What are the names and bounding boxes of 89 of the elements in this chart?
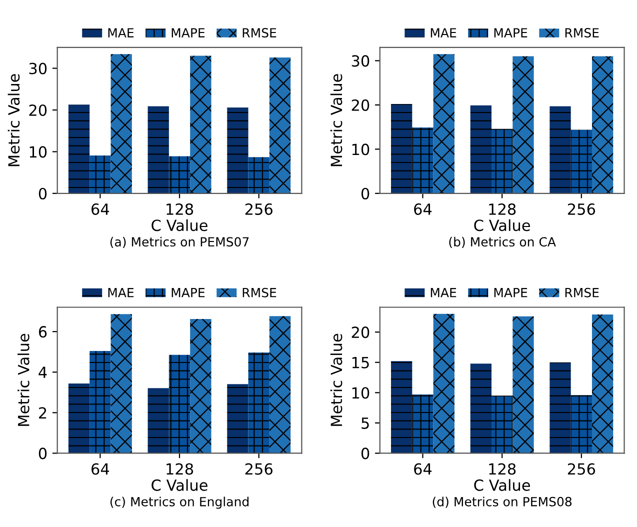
- bar: [148, 388, 169, 454]
- x-tick-label: 128: [489, 463, 516, 475]
- x-tick-label: 256: [245, 203, 272, 215]
- y-axis-title: Metric Value: [330, 334, 342, 426]
- bar: [90, 351, 111, 454]
- x-tick-label: 64: [92, 463, 110, 475]
- x-tick-label: 64: [414, 203, 432, 215]
- x-tick-label: 128: [166, 203, 194, 215]
- bar: [512, 316, 534, 454]
- x-tick-label: 64: [414, 463, 432, 475]
- bar: [492, 128, 513, 194]
- y-tick-label: 10: [352, 387, 370, 399]
- legend-label: MAE: [108, 28, 134, 38]
- bar: [412, 127, 434, 194]
- legend-label: MAE: [430, 28, 456, 38]
- text: (c) Metrics on England: [110, 496, 248, 509]
- bar: [110, 54, 132, 194]
- legend-label: RMSE: [565, 28, 599, 38]
- x-axis-title: C Value: [152, 219, 208, 232]
- x-tick-label: 128: [166, 463, 194, 475]
- legend-label: MAE: [108, 288, 134, 298]
- bar: [433, 54, 454, 194]
- y-tick-label: 15: [352, 357, 369, 368]
- x-tick-label: 256: [245, 463, 272, 475]
- bar: [148, 106, 169, 194]
- x-tick-label: 256: [568, 203, 596, 215]
- bar: [433, 314, 454, 454]
- y-axis-title: Metric Value: [8, 74, 20, 166]
- bar: [168, 156, 190, 194]
- bar: [168, 354, 190, 454]
- y-axis-title: Metric Value: [330, 74, 342, 166]
- bar: [248, 352, 270, 454]
- x-axis-title: C Value: [152, 479, 208, 491]
- legend-label: MAE: [430, 288, 456, 298]
- x-tick-label: 128: [489, 203, 516, 215]
- y-axis-title: Metric Value: [18, 334, 30, 426]
- bar: [470, 364, 492, 454]
- legend-label: RMSE: [242, 28, 276, 38]
- y-tick-label: 0: [38, 188, 47, 200]
- y-tick-label: 20: [29, 104, 47, 116]
- bar: [269, 57, 291, 194]
- bar: [512, 56, 534, 194]
- bar: [110, 314, 132, 454]
- y-tick-label: 20: [352, 99, 370, 111]
- x-axis-title: C Value: [474, 219, 530, 232]
- legend-label: MAPE: [172, 28, 205, 38]
- bar: [68, 383, 90, 454]
- bar: [550, 362, 571, 454]
- legend-label: RMSE: [242, 288, 276, 298]
- bar: [190, 319, 212, 454]
- bar: [269, 316, 291, 454]
- bar: [550, 106, 571, 194]
- y-tick-label: 10: [352, 144, 370, 156]
- bar: [68, 104, 90, 194]
- y-tick-label: 0: [38, 448, 47, 460]
- legend-label: MAPE: [172, 288, 205, 298]
- x-axis-title: C Value: [474, 479, 530, 491]
- legend-label: RMSE: [565, 288, 599, 298]
- bar: [227, 107, 248, 194]
- bar: [492, 396, 513, 454]
- text: (d) Metrics on PEMS08: [432, 496, 572, 508]
- legend-label: MAPE: [494, 28, 528, 38]
- y-tick-label: 0: [361, 448, 370, 460]
- bar: [227, 384, 248, 454]
- x-tick-label: 64: [92, 203, 110, 215]
- bar: [592, 56, 614, 194]
- y-tick-label: 10: [30, 146, 47, 158]
- bar: [592, 314, 614, 454]
- y-tick-label: 2: [39, 407, 46, 418]
- text: (b) Metrics on CA: [449, 236, 556, 248]
- text: (a) Metrics on PEMS07: [110, 236, 249, 248]
- legend-label: MAPE: [494, 288, 528, 298]
- y-tick-label: 20: [352, 326, 370, 338]
- x-tick-label: 256: [568, 463, 596, 475]
- y-tick-label: 0: [361, 188, 370, 200]
- bar: [391, 361, 412, 454]
- y-tick-label: 6: [38, 326, 47, 338]
- bar: [190, 56, 212, 194]
- bar: [570, 395, 592, 454]
- y-tick-label: 4: [38, 366, 47, 378]
- y-tick-label: 30: [352, 55, 370, 67]
- bar: [570, 130, 592, 194]
- y-tick-label: 5: [362, 418, 369, 429]
- bar: [412, 394, 434, 454]
- bar: [248, 157, 270, 194]
- y-tick-label: 30: [29, 62, 47, 74]
- bar: [90, 155, 111, 194]
- bar: [470, 105, 492, 194]
- bar: [391, 104, 412, 194]
